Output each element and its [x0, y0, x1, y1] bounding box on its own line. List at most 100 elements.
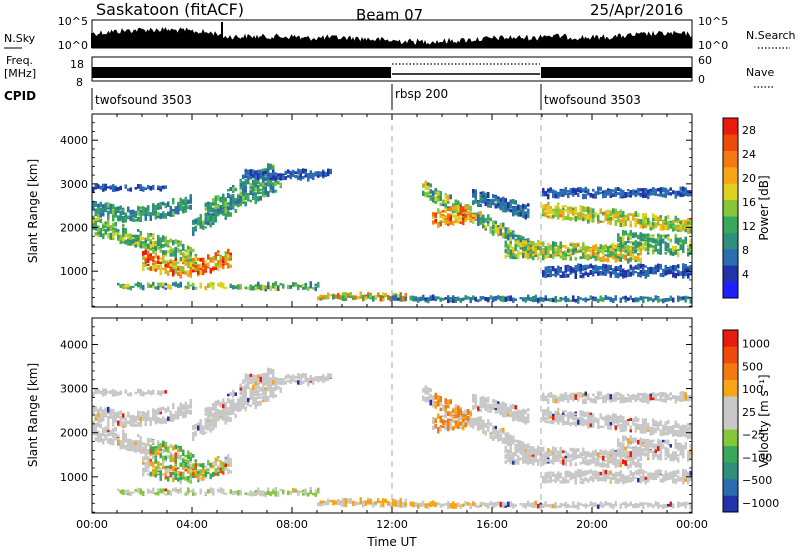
power-cell	[102, 233, 105, 240]
power-cell	[637, 234, 640, 240]
velocity-cell	[312, 492, 315, 496]
power-cell	[599, 220, 602, 223]
power-cell	[157, 258, 160, 264]
velocity-cell	[277, 491, 280, 497]
power-cell	[532, 249, 535, 255]
power-cell	[317, 296, 320, 301]
power-cell	[607, 220, 610, 225]
velocity-cell	[242, 401, 245, 407]
power-cell	[304, 171, 307, 177]
power-cell	[502, 196, 505, 202]
velocity-cell	[112, 428, 115, 434]
power-cell	[652, 225, 655, 230]
velocity-cell	[604, 503, 607, 506]
power-cell	[164, 270, 167, 274]
power-cell	[602, 190, 605, 195]
velocity-cell	[167, 476, 170, 482]
velocity-cell	[394, 499, 397, 502]
power-cell	[262, 173, 265, 180]
velocity-cell	[147, 461, 150, 466]
velocity-cell	[399, 500, 402, 505]
velocity-cell	[152, 487, 155, 493]
power-cell	[534, 247, 537, 253]
velocity-cell	[119, 390, 122, 394]
power-cell	[189, 196, 192, 201]
power-cell	[542, 208, 545, 215]
power-cell	[207, 220, 210, 226]
power-cell	[617, 272, 620, 277]
velocity-cell	[267, 388, 270, 392]
velocity-cell	[94, 437, 97, 441]
noise-panel: N.Sky 10^5 10^0 N.Search 10^5 10^0	[4, 15, 796, 52]
power-cell	[434, 188, 437, 193]
power-cell	[664, 241, 667, 244]
velocity-cell	[384, 499, 387, 504]
power-cell	[664, 266, 667, 271]
power-cell	[97, 219, 100, 222]
power-cell	[294, 283, 297, 287]
power-cell	[689, 218, 692, 223]
power-cell	[529, 297, 532, 301]
power-cell	[637, 213, 640, 216]
power-cell	[104, 183, 107, 190]
power-cell	[224, 286, 227, 290]
velocity-cell	[127, 441, 130, 445]
power-cell	[112, 229, 115, 233]
power-cell	[639, 232, 642, 238]
velocity-cell	[307, 378, 310, 383]
velocity-cell	[219, 463, 222, 466]
power-cell	[649, 235, 652, 242]
velocity-cell	[239, 396, 242, 401]
power-cell	[157, 266, 160, 269]
power-cell	[139, 230, 142, 233]
power-cell	[394, 293, 397, 296]
velocity-cell	[174, 459, 177, 466]
power-cell	[474, 198, 477, 204]
power-cell	[114, 185, 117, 189]
velocity-cell	[574, 504, 577, 509]
velocity-cell	[282, 381, 285, 385]
power-colorbar-tick: 8	[742, 244, 749, 257]
power-cell	[127, 283, 130, 288]
velocity-cell	[227, 416, 230, 420]
power-cell	[622, 247, 625, 252]
power-cell	[209, 281, 212, 288]
velocity-cell	[174, 471, 177, 474]
power-cell	[449, 215, 452, 222]
velocity-cell	[202, 476, 205, 481]
velocity-cell	[182, 412, 185, 419]
power-cell	[589, 253, 592, 257]
velocity-cell	[259, 388, 262, 391]
power-cell	[659, 239, 662, 245]
power-cell	[679, 186, 682, 191]
power-cell	[192, 257, 195, 261]
velocity-cell	[447, 501, 450, 506]
velocity-cell	[412, 501, 415, 508]
power-cell	[429, 189, 432, 194]
velocity-cell	[132, 419, 135, 423]
velocity-cell	[219, 401, 222, 407]
velocity-cell	[112, 414, 115, 420]
power-cell	[312, 287, 315, 290]
power-cell	[594, 252, 597, 256]
velocity-cell	[142, 418, 145, 421]
power-cell	[624, 216, 627, 221]
velocity-cell	[272, 380, 275, 385]
power-cell	[272, 166, 275, 172]
power-cell	[637, 257, 640, 260]
power-cell	[522, 211, 525, 217]
power-cell	[134, 283, 137, 286]
power-cell	[519, 239, 522, 244]
velocity-cell	[302, 492, 305, 496]
power-cell	[664, 222, 667, 225]
power-cell	[454, 297, 457, 303]
power-cell	[614, 254, 617, 258]
velocity-cell	[167, 406, 170, 412]
power-cell	[542, 188, 545, 193]
power-ytick-label: 3000	[60, 178, 88, 191]
power-cell	[254, 170, 257, 175]
velocity-cell	[209, 487, 212, 494]
power-cell	[92, 217, 95, 223]
power-cell	[554, 190, 557, 195]
